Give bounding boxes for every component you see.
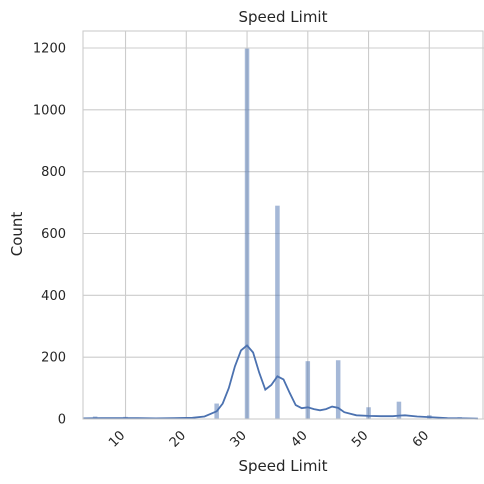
chart-title: Speed Limit <box>239 8 328 26</box>
y-tick-label: 1200 <box>33 42 66 57</box>
histogram-bar <box>244 48 250 419</box>
x-tick-label: 50 <box>349 428 371 450</box>
y-tick-label: 600 <box>41 227 66 242</box>
histogram-bar <box>366 407 371 419</box>
plot-frame <box>82 30 484 420</box>
histogram-bar <box>396 401 402 419</box>
x-axis-label: Speed Limit <box>239 457 328 475</box>
histogram-bar <box>335 360 341 419</box>
x-tick-label: 60 <box>410 428 432 450</box>
x-tick-labels: 10 20 30 40 50 60 <box>106 428 432 450</box>
x-tick-label: 20 <box>167 428 189 450</box>
grid-lines <box>83 31 484 420</box>
y-tick-labels: 0 200 400 600 800 1000 1200 <box>33 42 66 428</box>
histogram-bar <box>275 205 280 419</box>
y-tick-label: 400 <box>41 289 66 304</box>
kde-curve <box>82 344 478 420</box>
y-tick-label: 0 <box>58 413 66 428</box>
x-tick-label: 30 <box>228 428 250 450</box>
histogram-bar <box>305 361 311 419</box>
x-tick-label: 10 <box>106 428 128 450</box>
y-tick-label: 200 <box>41 351 66 366</box>
y-tick-label: 800 <box>41 165 66 180</box>
y-tick-label: 1000 <box>33 103 66 118</box>
y-axis-label: Count <box>8 212 26 257</box>
x-tick-label: 40 <box>288 428 310 450</box>
